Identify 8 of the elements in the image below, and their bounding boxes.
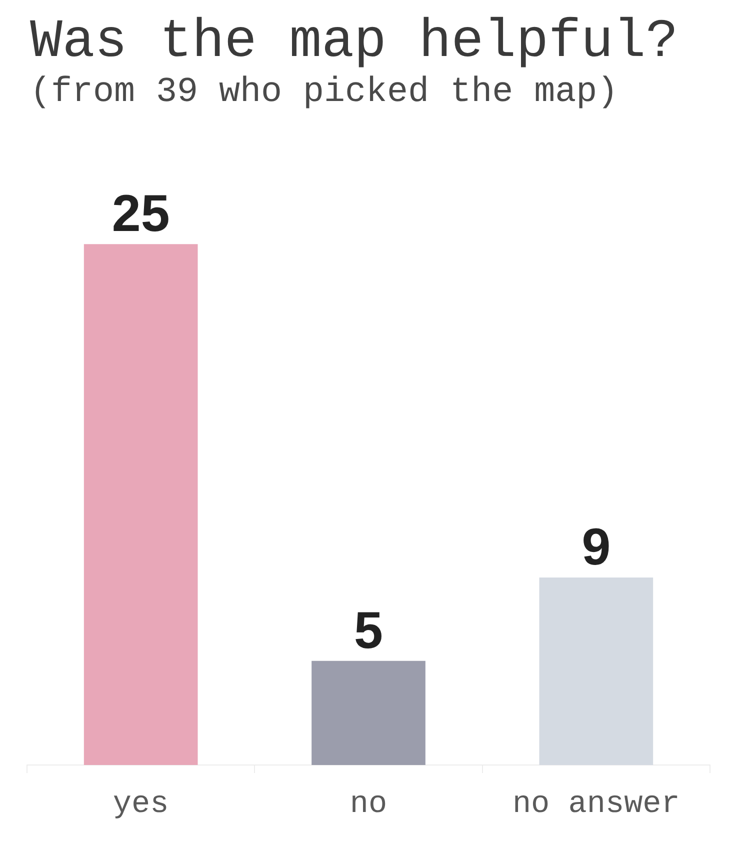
x-tick-label: no answer bbox=[512, 786, 680, 822]
chart-subtitle: (from 39 who picked the map) bbox=[30, 72, 618, 112]
chart-title: Was the map helpful? bbox=[30, 12, 678, 73]
data-label: 5 bbox=[354, 602, 383, 660]
data-label: 25 bbox=[112, 185, 170, 244]
x-tick-label: yes bbox=[112, 786, 169, 822]
x-tick-label: no bbox=[350, 786, 388, 822]
data-label: 9 bbox=[582, 518, 611, 576]
